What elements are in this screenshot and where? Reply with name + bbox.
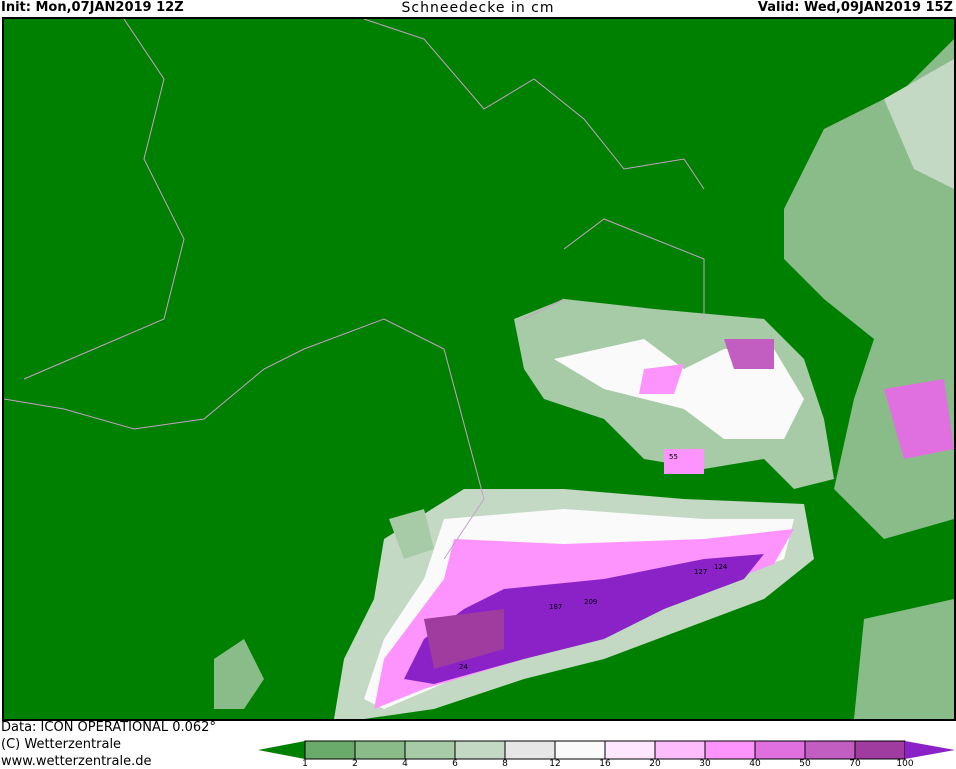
legend-label: 1 [302, 759, 308, 769]
legend-box [604, 740, 656, 760]
snow-depth-value: 209 [584, 598, 597, 606]
valid-time: Valid: Wed,09JAN2019 15Z [757, 0, 953, 15]
legend-label: 16 [599, 759, 611, 769]
snow-region-northeast-light [884, 59, 954, 189]
legend-box [504, 740, 556, 760]
legend-label: 30 [699, 759, 711, 769]
snow-region-southeast [854, 599, 954, 719]
snow-region-pink3 [664, 449, 704, 474]
snow-overlay: 187 209 127 124 55 24 [4, 19, 954, 719]
legend-label: 8 [502, 759, 508, 769]
snow-depth-value: 24 [459, 663, 468, 671]
snow-depth-value: 127 [694, 568, 707, 576]
legend-label: 4 [402, 759, 408, 769]
legend-arrow-below [258, 741, 305, 759]
snow-region-alps-core2 [424, 609, 504, 669]
map-title: Schneedecke in cm [401, 0, 555, 16]
legend-arrow-above [905, 741, 955, 759]
legend-box [654, 740, 706, 760]
legend-box [704, 740, 756, 760]
legend-box [854, 740, 906, 760]
snow-region-pink2 [639, 364, 684, 394]
snow-region-west-patch [389, 509, 434, 559]
legend-box [804, 740, 856, 760]
legend-box [754, 740, 806, 760]
legend-box [454, 740, 506, 760]
coastline [4, 19, 705, 560]
website-link[interactable]: www.wetterzentrale.de [1, 754, 152, 769]
init-time: Init: Mon,07JAN2019 12Z [1, 0, 184, 15]
data-source: Data: ICON OPERATIONAL 0.062° [1, 720, 216, 735]
snow-depth-value: 55 [669, 453, 678, 461]
legend-label: 2 [352, 759, 358, 769]
legend-box [354, 740, 406, 760]
legend-box [404, 740, 456, 760]
legend-label: 100 [896, 759, 914, 769]
snow-region-east-purple [884, 379, 954, 459]
legend-box [304, 740, 356, 760]
legend-label: 12 [549, 759, 561, 769]
legend-label: 20 [649, 759, 661, 769]
copyright: (C) Wetterzentrale [1, 737, 122, 752]
snow-region-west-patch2 [214, 639, 264, 709]
color-legend [258, 740, 955, 760]
legend-label: 70 [849, 759, 861, 769]
legend-label: 6 [452, 759, 458, 769]
snow-depth-map: 187 209 127 124 55 24 [2, 17, 956, 721]
legend-label: 40 [749, 759, 761, 769]
legend-label: 50 [799, 759, 811, 769]
snow-region-central-pink [724, 339, 774, 369]
snow-depth-value: 187 [549, 603, 562, 611]
snow-depth-value: 124 [714, 563, 728, 571]
legend-box [554, 740, 606, 760]
